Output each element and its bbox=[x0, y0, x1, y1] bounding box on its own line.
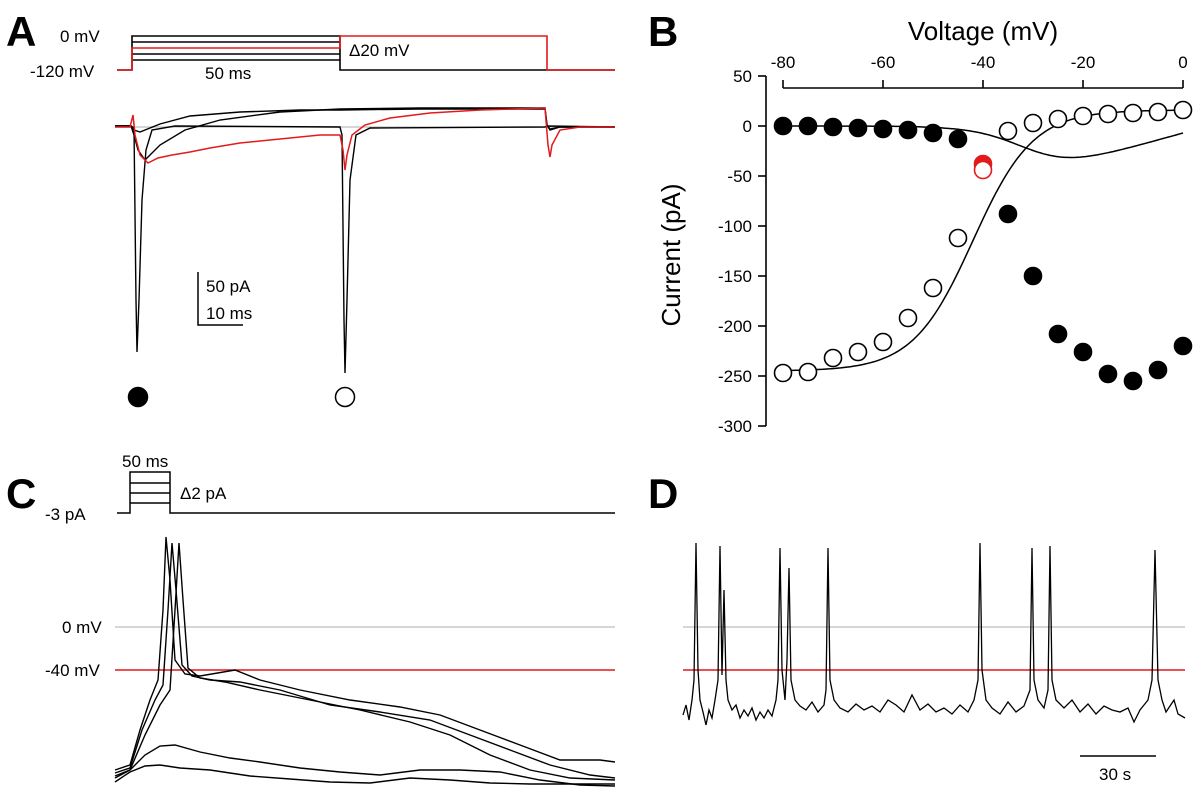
iv-point-open bbox=[1023, 113, 1043, 133]
iv-plot-points bbox=[773, 100, 1193, 391]
iv-point-open bbox=[998, 121, 1018, 141]
iv-point-filled bbox=[1148, 360, 1168, 380]
iv-x-tick-label: -60 bbox=[871, 53, 896, 72]
panel-d: D 30 s bbox=[648, 470, 1186, 784]
c-zero-mv-label: 0 mV bbox=[62, 618, 102, 637]
iv-point-open bbox=[1173, 100, 1193, 120]
panel-a-scale-bar bbox=[197, 272, 243, 326]
protocol-0mv-label: 0 mV bbox=[60, 27, 100, 46]
iv-point-open bbox=[798, 362, 818, 382]
iv-y-tick-label: -50 bbox=[727, 167, 752, 186]
iv-point-open bbox=[1073, 106, 1093, 126]
iv-point-filled bbox=[848, 118, 868, 138]
iv-point-open bbox=[848, 342, 868, 362]
panel-c-current-protocol bbox=[117, 471, 615, 514]
iv-plot-axes: 500-50-100-150-200-250-300-80 -60 -40 -20 0V… bbox=[656, 16, 1188, 436]
iv-point-filled bbox=[873, 119, 893, 139]
iv-x-tick-label: -80 bbox=[771, 53, 796, 72]
panel-a-current-traces bbox=[115, 107, 616, 374]
iv-point-open bbox=[1098, 104, 1118, 124]
iv-y-tick-label: -300 bbox=[718, 417, 752, 436]
iv-point-red-open bbox=[973, 160, 993, 180]
panel-c-letter: C bbox=[6, 470, 36, 517]
iv-point-filled bbox=[798, 116, 818, 136]
d-scale-bar-label: 30 s bbox=[1099, 765, 1131, 784]
c-protocol-duration-label: 50 ms bbox=[122, 452, 168, 471]
panel-a: A 0 mV -120 mV 50 ms Δ20 mV 50 pA 10 ms bbox=[6, 8, 616, 408]
iv-y-tick-label: -200 bbox=[718, 317, 752, 336]
iv-point-filled bbox=[1048, 324, 1068, 344]
panel-b-letter: B bbox=[648, 8, 678, 55]
iv-point-filled bbox=[898, 120, 918, 140]
iv-point-filled bbox=[1098, 364, 1118, 384]
iv-y-tick-label: -100 bbox=[718, 217, 752, 236]
spontaneous-firing-trace bbox=[682, 542, 1186, 726]
iv-y-tick-label: 0 bbox=[743, 117, 752, 136]
iv-point-open bbox=[873, 332, 893, 352]
protocol-step-label: Δ20 mV bbox=[349, 41, 410, 60]
iv-y-tick-label: -150 bbox=[718, 267, 752, 286]
tail-current-marker-open bbox=[334, 386, 356, 408]
iv-point-open bbox=[823, 348, 843, 368]
iv-x-tick-label: -40 bbox=[971, 53, 996, 72]
iv-x-axis-title: Voltage (mV) bbox=[908, 16, 1058, 46]
scale-bar-current-label: 50 pA bbox=[206, 277, 251, 296]
panel-c-voltage-traces bbox=[114, 536, 616, 787]
panel-b: B 500-50-100-150-200-250-300-80 -60 -40 -20… bbox=[648, 8, 1193, 436]
iv-y-axis-title: Current (pA) bbox=[656, 183, 686, 326]
iv-point-open bbox=[773, 363, 793, 383]
panel-a-letter: A bbox=[6, 8, 36, 55]
iv-point-filled bbox=[1173, 336, 1193, 356]
iv-point-open bbox=[898, 308, 918, 328]
iv-point-filled bbox=[948, 129, 968, 149]
iv-point-filled bbox=[998, 204, 1018, 224]
c-protocol-step-label: Δ2 pA bbox=[180, 484, 227, 503]
iv-point-filled bbox=[1023, 266, 1043, 286]
iv-point-open bbox=[923, 278, 943, 298]
peak-current-marker-filled bbox=[127, 386, 149, 408]
iv-x-tick-label: 0 bbox=[1178, 53, 1187, 72]
iv-point-open bbox=[1123, 103, 1143, 123]
iv-y-tick-label: -250 bbox=[718, 367, 752, 386]
iv-point-filled bbox=[773, 116, 793, 136]
iv-point-open bbox=[1048, 109, 1068, 129]
iv-point-filled bbox=[1123, 371, 1143, 391]
iv-point-open bbox=[1148, 102, 1168, 122]
protocol-duration-label: 50 ms bbox=[205, 64, 251, 83]
scale-bar-time-label: 10 ms bbox=[206, 304, 252, 323]
protocol-minus120mv-label: -120 mV bbox=[30, 62, 95, 81]
iv-x-tick-label: -20 bbox=[1071, 53, 1096, 72]
iv-y-tick-label: 50 bbox=[733, 67, 752, 86]
panel-a-red-trace bbox=[115, 107, 615, 171]
iv-activation-fit-curve bbox=[783, 125, 1184, 159]
panel-c: C 50 ms Δ2 pA -3 pA 0 mV -40 mV bbox=[6, 452, 616, 787]
iv-point-open bbox=[948, 228, 968, 248]
iv-point-filled bbox=[923, 123, 943, 143]
iv-plot-fit-curves bbox=[783, 109, 1184, 372]
iv-point-filled bbox=[823, 117, 843, 137]
c-protocol-holding-label: -3 pA bbox=[45, 505, 86, 524]
c-minus40mv-label: -40 mV bbox=[45, 661, 100, 680]
iv-point-filled bbox=[1073, 342, 1093, 362]
panel-a-voltage-protocol bbox=[117, 35, 615, 71]
panel-d-letter: D bbox=[648, 470, 678, 517]
